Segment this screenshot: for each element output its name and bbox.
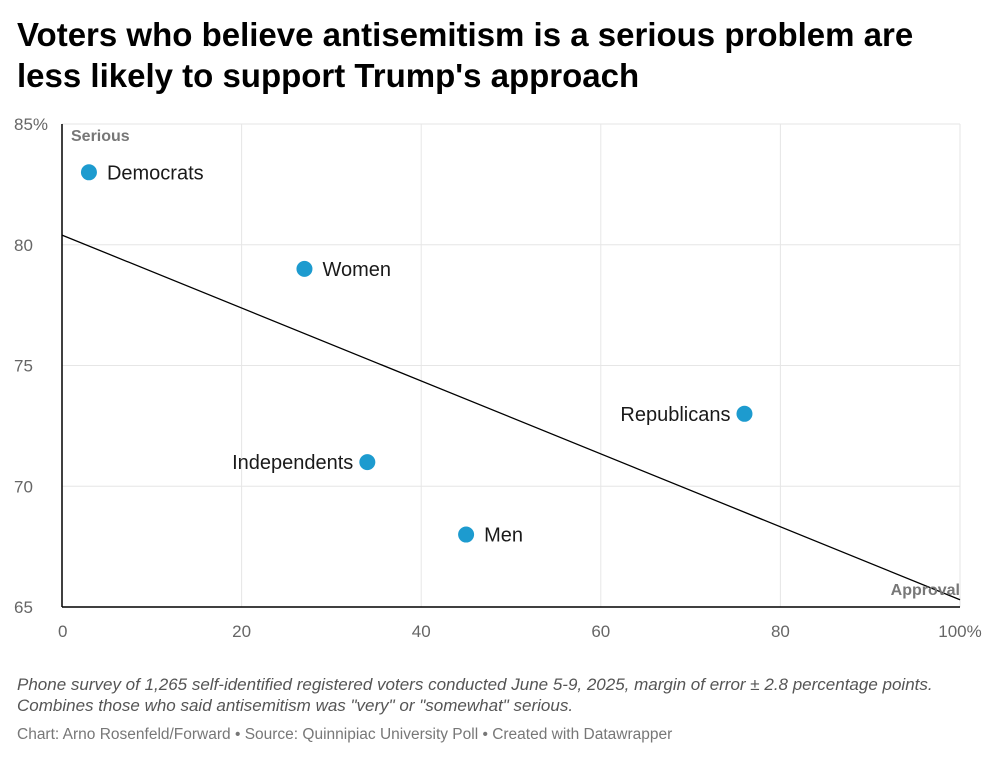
point-label: Republicans [620, 404, 730, 426]
y-tick-label: 85% [14, 115, 48, 134]
x-tick-label: 100% [938, 622, 981, 641]
y-axis-title: Serious [71, 128, 130, 145]
data-point [736, 405, 753, 422]
chart-title: Voters who believe antisemitism is a ser… [17, 16, 914, 94]
x-tick-label: 60 [591, 622, 610, 641]
y-tick-label: 75 [14, 357, 33, 376]
data-point [80, 164, 97, 181]
point-label: Independents [232, 452, 353, 474]
point-label: Women [322, 259, 391, 281]
point-label: Men [484, 525, 523, 547]
y-tick-label: 80 [14, 236, 33, 255]
x-tick-label: 20 [232, 622, 251, 641]
x-tick-label: 80 [771, 622, 790, 641]
x-tick-label: 0 [58, 622, 67, 641]
data-point [296, 260, 313, 277]
x-tick-label: 40 [412, 622, 431, 641]
data-point [458, 526, 475, 543]
chart-notes: Phone survey of 1,265 self-identified re… [17, 675, 933, 715]
x-axis-title: Approval [891, 582, 960, 599]
y-tick-label: 65 [14, 598, 33, 617]
chart-footer: Chart: Arno Rosenfeld/Forward • Source: … [17, 726, 673, 743]
point-label: Democrats [107, 162, 204, 184]
y-tick-label: 70 [14, 477, 33, 496]
data-point [359, 454, 376, 471]
trend-line [61, 234, 961, 601]
